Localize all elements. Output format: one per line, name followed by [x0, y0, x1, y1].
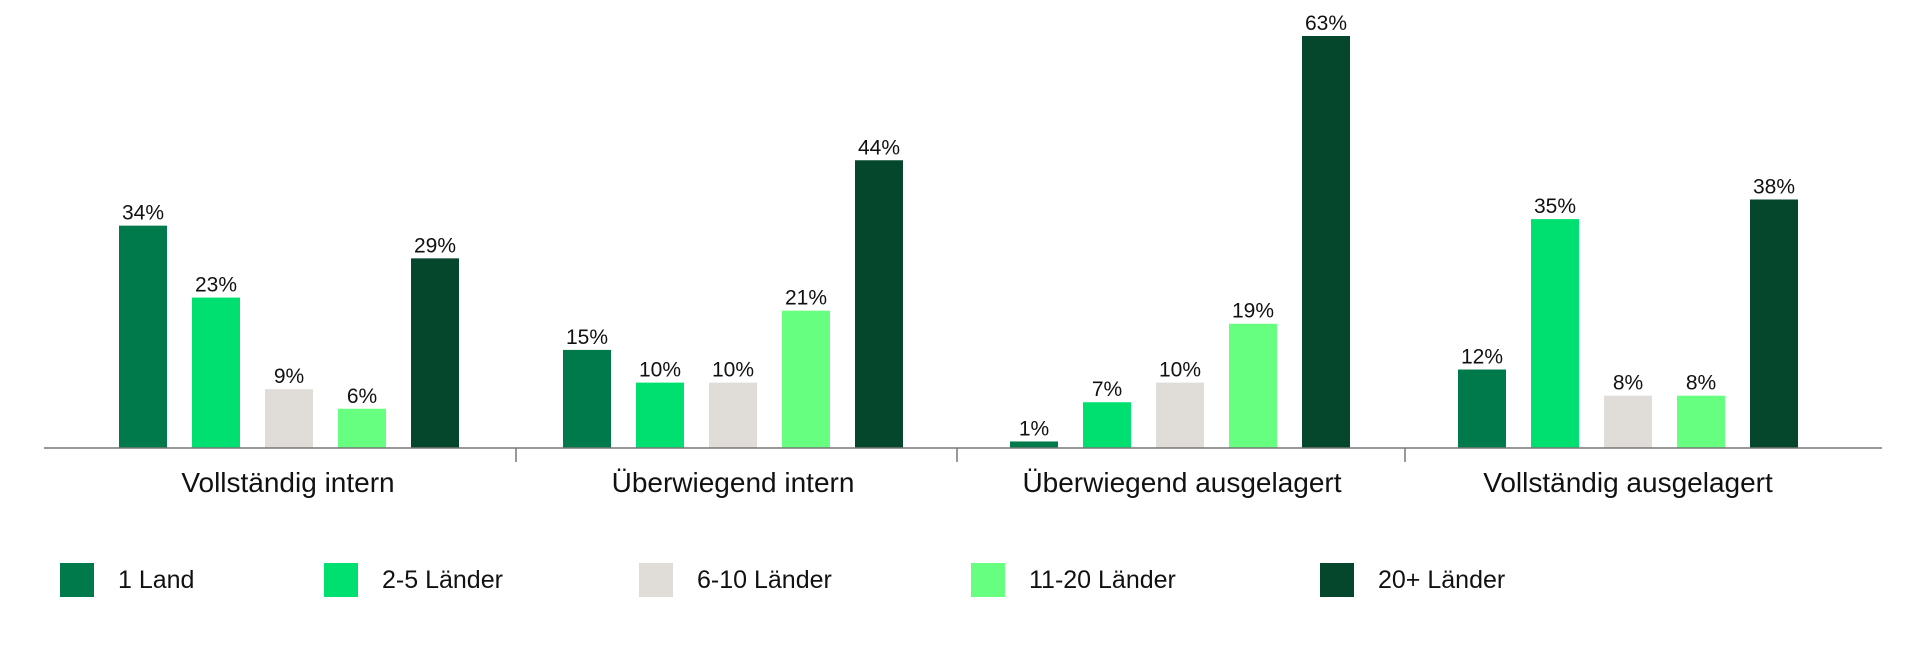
value-label-ueberwiegend-intern-1-land: 15% — [566, 326, 608, 349]
value-label-vollstaendig-intern-6-10-laender: 9% — [274, 365, 304, 388]
value-label-ueberwiegend-intern-20-plus-laender: 44% — [858, 136, 900, 159]
value-label-vollstaendig-ausgelagert-2-5-laender: 35% — [1534, 195, 1576, 218]
bar-ueberwiegend-ausgelagert-1-land — [1010, 441, 1058, 448]
value-label-vollstaendig-ausgelagert-1-land: 12% — [1461, 346, 1503, 369]
value-label-ueberwiegend-intern-6-10-laender: 10% — [712, 359, 754, 382]
bar-vollstaendig-intern-11-20-laender — [338, 408, 386, 448]
bar-vollstaendig-ausgelagert-1-land — [1458, 369, 1506, 448]
x-axis-ticks — [515, 448, 1406, 462]
legend-label-11-20-laender: 11-20 Länder — [1029, 565, 1176, 594]
value-label-vollstaendig-ausgelagert-6-10-laender: 8% — [1613, 372, 1643, 395]
legend-item-11-20-laender: 11-20 Länder — [971, 555, 1176, 605]
bars-layer — [119, 36, 1798, 448]
bar-ueberwiegend-intern-1-land — [563, 349, 611, 448]
value-label-ueberwiegend-ausgelagert-2-5-laender: 7% — [1092, 378, 1122, 401]
bar-ueberwiegend-intern-20-plus-laender — [855, 160, 903, 448]
bar-vollstaendig-intern-2-5-laender — [192, 297, 240, 448]
legend-swatch-11-20-laender — [971, 563, 1005, 597]
bar-vollstaendig-ausgelagert-11-20-laender — [1677, 395, 1725, 448]
category-label-vollstaendig-ausgelagert: Vollständig ausgelagert — [1483, 467, 1773, 498]
value-label-vollstaendig-intern-20-plus-laender: 29% — [414, 234, 456, 257]
value-label-ueberwiegend-intern-11-20-laender: 21% — [785, 287, 827, 310]
value-label-vollstaendig-intern-11-20-laender: 6% — [347, 385, 377, 408]
value-label-ueberwiegend-intern-2-5-laender: 10% — [639, 359, 681, 382]
legend-swatch-20-plus-laender — [1320, 563, 1354, 597]
legend-label-2-5-laender: 2-5 Länder — [382, 565, 503, 594]
bar-ueberwiegend-intern-6-10-laender — [709, 382, 757, 448]
bar-vollstaendig-ausgelagert-2-5-laender — [1531, 219, 1579, 448]
category-label-ueberwiegend-ausgelagert: Überwiegend ausgelagert — [1022, 467, 1341, 498]
value-label-ueberwiegend-ausgelagert-20-plus-laender: 63% — [1305, 12, 1347, 35]
legend-item-2-5-laender: 2-5 Länder — [324, 555, 503, 605]
value-label-ueberwiegend-ausgelagert-1-land: 1% — [1019, 417, 1049, 440]
bar-vollstaendig-ausgelagert-20-plus-laender — [1750, 199, 1798, 448]
value-label-ueberwiegend-ausgelagert-11-20-laender: 19% — [1232, 300, 1274, 323]
value-label-vollstaendig-ausgelagert-11-20-laender: 8% — [1686, 372, 1716, 395]
legend-swatch-6-10-laender — [639, 563, 673, 597]
legend-item-20-plus-laender: 20+ Länder — [1320, 555, 1505, 605]
legend-swatch-1-land — [60, 563, 94, 597]
value-label-vollstaendig-intern-2-5-laender: 23% — [195, 274, 237, 297]
value-labels-layer: 34% 23% 9% 6% 29% 15% 10% 10% 21% 44% 1% 7% 10% 19% 63… — [122, 12, 1795, 440]
legend-swatch-2-5-laender — [324, 563, 358, 597]
legend: 1 Land 2-5 Länder 6-10 Länder 11-20 Länd… — [0, 555, 1928, 605]
legend-item-1-land: 1 Land — [60, 555, 194, 605]
bar-ueberwiegend-ausgelagert-6-10-laender — [1156, 382, 1204, 448]
bar-ueberwiegend-ausgelagert-2-5-laender — [1083, 402, 1131, 448]
category-label-ueberwiegend-intern: Überwiegend intern — [612, 467, 855, 498]
bar-ueberwiegend-intern-11-20-laender — [782, 310, 830, 448]
bar-vollstaendig-intern-1-land — [119, 225, 167, 448]
legend-item-6-10-laender: 6-10 Länder — [639, 555, 832, 605]
bar-chart: 34% 23% 9% 6% 29% 15% 10% 10% 21% 44% 1% 7% 10% 19% 63… — [44, 12, 1882, 498]
bar-ueberwiegend-intern-2-5-laender — [636, 382, 684, 448]
category-label-vollstaendig-intern: Vollständig intern — [181, 467, 394, 498]
value-label-vollstaendig-intern-1-land: 34% — [122, 202, 164, 225]
bar-ueberwiegend-ausgelagert-11-20-laender — [1229, 323, 1277, 448]
bar-vollstaendig-ausgelagert-6-10-laender — [1604, 395, 1652, 448]
legend-label-6-10-laender: 6-10 Länder — [697, 565, 832, 594]
bar-ueberwiegend-ausgelagert-20-plus-laender — [1302, 36, 1350, 448]
x-axis-category-labels: Vollständig intern Überwiegend intern Üb… — [181, 467, 1773, 498]
legend-label-20-plus-laender: 20+ Länder — [1378, 565, 1506, 594]
bar-vollstaendig-intern-20-plus-laender — [411, 258, 459, 448]
bar-vollstaendig-intern-6-10-laender — [265, 389, 313, 448]
value-label-vollstaendig-ausgelagert-20-plus-laender: 38% — [1753, 175, 1795, 198]
legend-label-1-land: 1 Land — [118, 565, 195, 594]
value-label-ueberwiegend-ausgelagert-6-10-laender: 10% — [1159, 359, 1201, 382]
